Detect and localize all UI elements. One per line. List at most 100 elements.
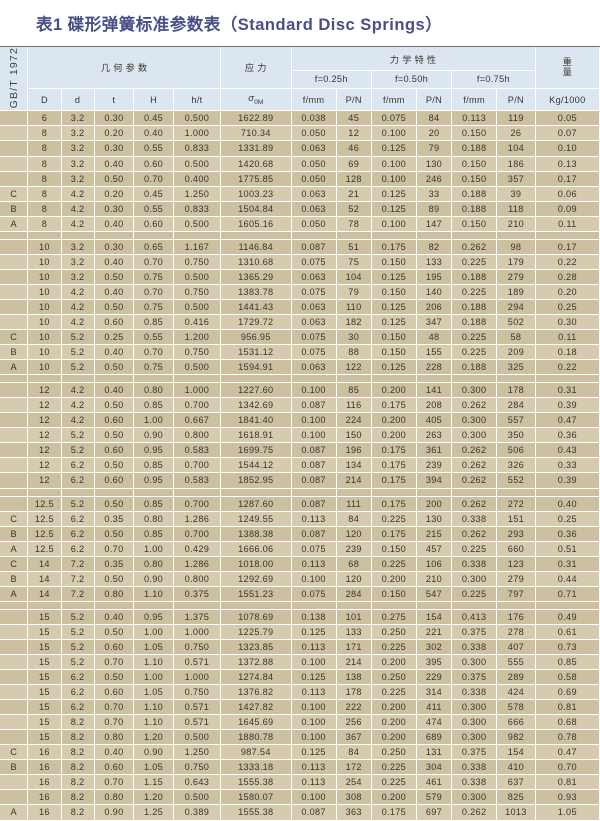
- table-row: C 8 4.2 0.20 0.45 1.250 1003.23 0.063 21 0.125 33 0…: [0, 186, 600, 202]
- cell-f-075h: 0.262: [451, 804, 498, 821]
- cell-series: A: [0, 359, 29, 376]
- cell-p-075h: 357: [496, 171, 536, 187]
- cell-weight: 0.10: [535, 140, 600, 157]
- cell-sigma-0m: 1333.18: [220, 759, 292, 776]
- cell-d: 7.2: [61, 586, 95, 602]
- cell-f-025h: 0.100: [291, 382, 337, 399]
- cell-p-075h: 278: [496, 624, 536, 640]
- cell-H: 0.40: [133, 125, 174, 142]
- cell-H: 0.55: [133, 201, 174, 217]
- separator-cell: [371, 488, 417, 497]
- cell-D: 10: [27, 239, 62, 255]
- cell-f-075h: 0.188: [451, 299, 498, 316]
- cell-series: C: [0, 186, 29, 202]
- separator-cell: [291, 488, 337, 497]
- cell-sigma-0m: 1622.89: [220, 110, 292, 127]
- cell-f-025h: 0.100: [291, 789, 337, 806]
- cell-p-050h: 82: [416, 239, 453, 255]
- cell-f-050h: 0.150: [371, 329, 417, 346]
- cell-D: 8: [27, 216, 62, 232]
- cell-f-025h: 0.100: [291, 427, 337, 444]
- cell-t: 0.40: [94, 156, 135, 172]
- cell-f-025h: 0.087: [291, 442, 337, 459]
- cell-h-over-t: 0.833: [173, 140, 221, 157]
- cell-sigma-0m: 710.34: [220, 125, 292, 142]
- cell-p-025h: 120: [336, 571, 372, 587]
- cell-p-025h: 101: [336, 609, 372, 625]
- cell-weight: 0.93: [535, 789, 600, 806]
- cell-sigma-0m: 1555.38: [220, 774, 292, 791]
- cell-series: [0, 125, 29, 142]
- table-row: 15 6.2 0.70 1.10 0.571 1427.82 0.100 222 0.200 41…: [0, 699, 600, 716]
- cell-f-050h: 0.200: [371, 412, 417, 429]
- cell-p-075h: 410: [496, 759, 536, 776]
- cell-d: 7.2: [61, 556, 95, 572]
- cell-weight: 0.31: [535, 382, 600, 399]
- col-header-sigma-0m: σ0M: [220, 88, 292, 112]
- cell-H: 0.90: [133, 427, 174, 444]
- title-bar: 表1 碟形弹簧标准参数表（Standard Disc Springs）: [0, 0, 600, 46]
- cell-f-050h: 0.175: [371, 804, 417, 821]
- cell-t: 0.40: [94, 284, 135, 300]
- cell-p-025h: 51: [336, 239, 372, 255]
- cell-d: 5.2: [61, 624, 95, 640]
- cell-f-050h: 0.175: [371, 457, 417, 474]
- cell-p-050h: 395: [416, 654, 453, 671]
- cell-f-050h: 0.200: [371, 729, 417, 746]
- standard-label: GB/T 1972: [7, 47, 20, 109]
- cell-H: 0.80: [133, 511, 174, 527]
- cell-p-050h: 697: [416, 804, 453, 821]
- cell-p-025h: 75: [336, 254, 372, 270]
- cell-p-050h: 394: [416, 472, 453, 489]
- cell-p-025h: 21: [336, 186, 372, 202]
- cell-series: [0, 254, 29, 270]
- cell-p-075h: 119: [496, 110, 536, 127]
- cell-h-over-t: 1.000: [173, 624, 221, 640]
- table-row: 12 4.2 0.60 1.00 0.667 1841.40 0.100 224 0.200 40…: [0, 412, 600, 429]
- cell-D: 15: [27, 609, 62, 625]
- cell-t: 0.70: [94, 714, 135, 731]
- cell-D: 15: [27, 729, 62, 746]
- cell-series: B: [0, 759, 29, 776]
- cell-t: 0.20: [94, 186, 135, 202]
- cell-d: 8.2: [61, 744, 95, 761]
- cell-D: 16: [27, 744, 62, 761]
- separator-cell: [0, 231, 29, 240]
- cell-D: 10: [27, 329, 62, 346]
- cell-h-over-t: 1.200: [173, 329, 221, 346]
- separator-cell: [173, 488, 221, 497]
- cell-weight: 0.11: [535, 329, 600, 346]
- cell-series: [0, 624, 29, 640]
- cell-t: 0.80: [94, 729, 135, 746]
- cell-p-075h: 555: [496, 654, 536, 671]
- cell-sigma-0m: 1383.78: [220, 284, 292, 300]
- mechanics-group-header: 力 学 特 性: [291, 47, 536, 72]
- cell-sigma-0m: 1775.85: [220, 171, 292, 187]
- cell-t: 0.80: [94, 789, 135, 806]
- cell-f-050h: 0.100: [371, 171, 417, 187]
- cell-sigma-0m: 1372.88: [220, 654, 292, 671]
- cell-H: 1.00: [133, 624, 174, 640]
- table-row: 15 8.2 0.80 1.20 0.500 1880.78 0.100 367 0.200 68…: [0, 729, 600, 746]
- separator-cell: [27, 374, 62, 384]
- cell-H: 0.70: [133, 254, 174, 270]
- table-row: B 10 5.2 0.40 0.70 0.750 1531.12 0.075 88 0.150 15…: [0, 344, 600, 361]
- cell-f-025h: 0.100: [291, 412, 337, 429]
- cell-f-075h: 0.150: [451, 171, 498, 187]
- cell-h-over-t: 0.750: [173, 759, 221, 776]
- table-row: B 14 7.2 0.50 0.90 0.800 1292.69 0.100 120 0.200 2…: [0, 571, 600, 587]
- cell-d: 8.2: [61, 759, 95, 776]
- cell-H: 0.95: [133, 472, 174, 489]
- cell-t: 0.60: [94, 759, 135, 776]
- cell-weight: 0.69: [535, 684, 600, 701]
- cell-series: [0, 171, 29, 187]
- weight-label-line1: 重: [562, 56, 573, 67]
- separator-cell: [451, 374, 498, 384]
- separator-cell: [371, 374, 417, 384]
- cell-p-025h: 138: [336, 669, 372, 686]
- cell-f-025h: 0.050: [291, 171, 337, 187]
- cell-d: 6.2: [61, 511, 95, 527]
- cell-H: 1.10: [133, 699, 174, 716]
- cell-H: 0.85: [133, 457, 174, 474]
- cell-D: 10: [27, 299, 62, 316]
